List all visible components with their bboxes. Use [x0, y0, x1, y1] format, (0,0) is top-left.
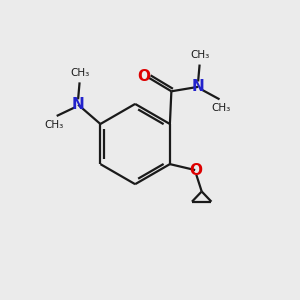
Text: CH₃: CH₃	[212, 103, 231, 113]
Text: O: O	[137, 69, 150, 84]
Text: CH₃: CH₃	[190, 50, 209, 60]
Text: CH₃: CH₃	[70, 68, 89, 78]
Text: N: N	[192, 79, 205, 94]
Text: CH₃: CH₃	[44, 119, 63, 130]
Text: N: N	[72, 97, 85, 112]
Text: O: O	[189, 163, 202, 178]
